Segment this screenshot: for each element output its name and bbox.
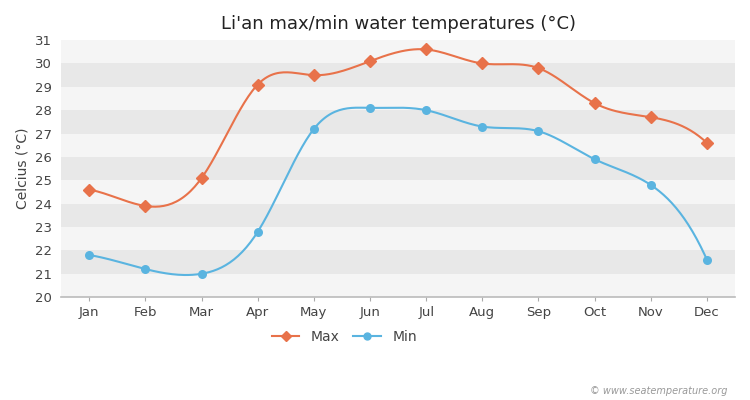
Title: Li'an max/min water temperatures (°C): Li'an max/min water temperatures (°C): [220, 15, 576, 33]
Y-axis label: Celcius (°C): Celcius (°C): [15, 128, 29, 209]
Bar: [62, 157, 735, 180]
Bar: [62, 110, 735, 134]
Bar: [62, 64, 735, 87]
Bar: [62, 180, 735, 204]
Legend: Max, Min: Max, Min: [266, 324, 422, 349]
Bar: [62, 134, 735, 157]
Bar: [62, 274, 735, 297]
Text: © www.seatemperature.org: © www.seatemperature.org: [590, 386, 728, 396]
Bar: [62, 87, 735, 110]
Bar: [62, 40, 735, 64]
Bar: [62, 227, 735, 250]
Bar: [62, 250, 735, 274]
Bar: [62, 204, 735, 227]
